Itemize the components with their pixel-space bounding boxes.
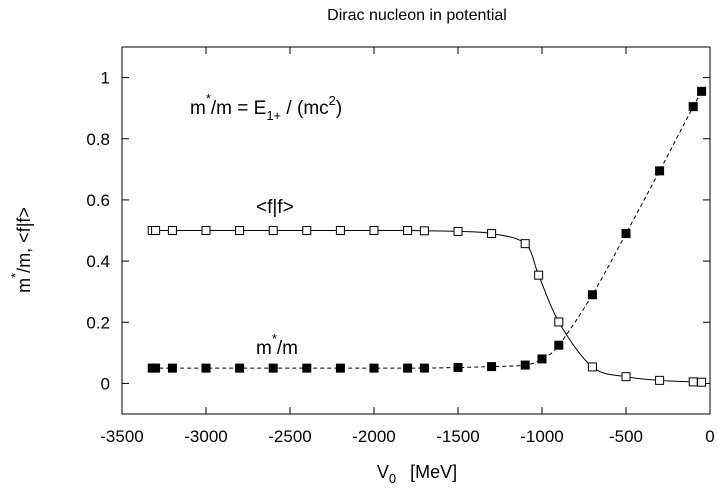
y-tick-label: 0 [101,374,110,393]
ff-series-label: <f|f> [256,197,294,218]
data-point-series-0 [335,226,345,235]
data-point-series-0 [621,372,631,382]
formula-sub: 1+ [266,108,281,123]
x-tick-label: -1500 [436,427,479,446]
data-point-series-0 [554,317,564,327]
data-point-series-1 [167,363,177,373]
ms-label-rest: /m [277,338,298,359]
data-series [147,86,707,387]
data-point-series-1 [151,363,161,373]
data-point-series-1 [419,363,429,373]
x-label-unit: [MeV] [410,462,457,482]
x-label-main: V [377,462,389,482]
x-tick-label: -3000 [184,427,227,446]
data-point-series-0 [534,270,544,280]
data-point-series-0 [369,226,379,235]
data-point-series-1 [335,363,345,373]
data-point-series-0 [268,226,278,235]
formula-sup: 2 [329,93,336,108]
data-point-series-1 [655,166,665,176]
x-tick-label: -2000 [352,427,395,446]
x-axis-label: V0 [MeV] [377,462,457,486]
data-point-series-0 [688,377,698,387]
y-tick-label: 0.6 [86,191,110,210]
data-point-series-0 [151,226,161,235]
formula-rest: / (mc [281,98,329,119]
formula-annotation: m*/m = E1+ / (mc2) [190,91,342,123]
data-point-series-0 [302,226,312,235]
ms-label-star: * [272,331,277,346]
data-point-series-0 [520,239,530,249]
y-label-rest: /m, <f|f> [14,207,34,273]
data-point-series-1 [403,363,413,373]
x-label-sub: 0 [389,471,396,486]
data-point-series-1 [302,363,312,373]
formula-m: m [190,98,206,119]
y-label-m: m [14,278,34,293]
x-tick-label: -2500 [268,427,311,446]
data-point-series-1 [587,290,597,300]
data-point-series-0 [419,226,429,236]
y-axis-label: m*/m, <f|f> [8,207,34,293]
data-point-series-0 [587,362,597,372]
x-tick-label: -500 [609,427,643,446]
x-tick-label: 0 [705,427,714,446]
data-point-series-1 [201,363,211,373]
data-point-series-1 [688,102,698,112]
x-tick-label: -3500 [100,427,143,446]
data-point-series-1 [621,229,631,239]
data-point-series-0 [487,229,497,239]
y-tick-label: 0.8 [86,130,110,149]
series-line-0 [152,229,702,383]
data-point-series-1 [487,362,497,372]
data-point-series-1 [554,340,564,350]
data-point-series-1 [537,354,547,364]
data-point-series-1 [369,363,379,373]
y-tick-label: 1 [101,69,110,88]
data-point-series-1 [235,363,245,373]
data-point-series-1 [697,86,707,96]
ms-label-m: m [256,338,272,359]
formula-star: * [206,91,211,106]
data-point-series-0 [697,377,707,387]
data-point-series-0 [655,375,665,385]
plot-area-frame [121,46,711,415]
data-point-series-1 [520,360,530,370]
data-point-series-0 [167,226,177,235]
axis-ticks: -3500 -3000 -2500 -2000 -1500 -1000 -500 0 0 0.2 0… [86,47,715,446]
data-point-series-1 [453,363,463,373]
data-point-series-0 [201,226,211,235]
y-label-star: * [8,273,23,278]
formula-end: ) [336,98,342,119]
data-point-series-1 [268,363,278,373]
y-tick-label: 0.2 [86,313,110,332]
y-tick-label: 0.4 [86,252,110,271]
ms-series-label: m*/m [256,331,298,359]
data-point-series-0 [403,226,413,235]
x-tick-label: -1000 [520,427,563,446]
data-point-series-0 [235,226,245,235]
data-point-series-0 [453,226,463,236]
formula-mid: /m = E [211,98,266,119]
chart-title: Dirac nucleon in potential [327,7,507,24]
